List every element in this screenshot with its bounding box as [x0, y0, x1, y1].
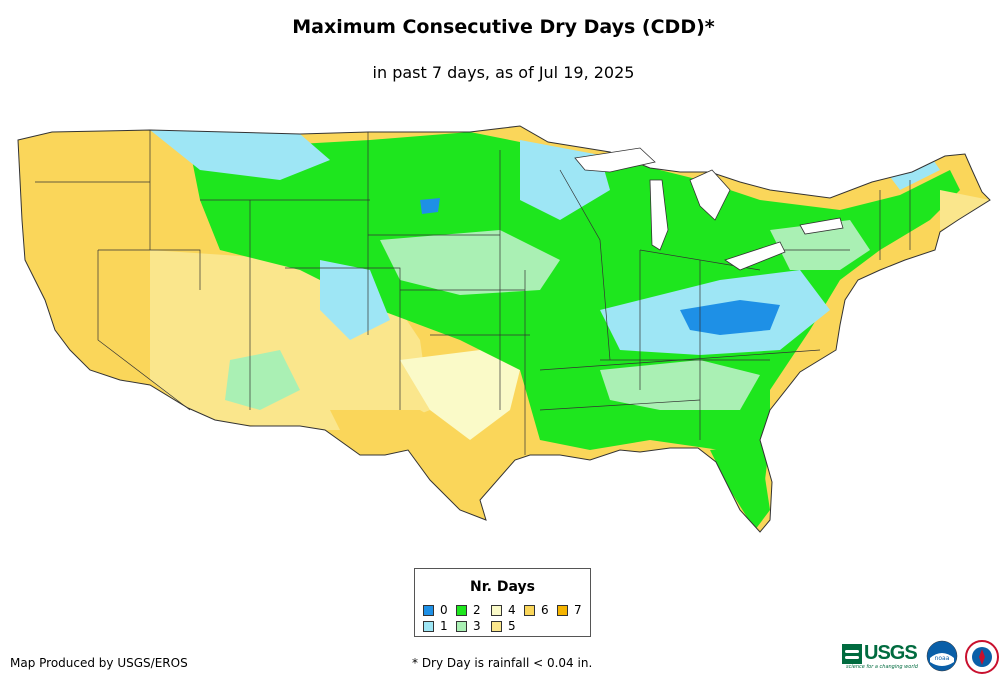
legend-item-7: 7 [557, 603, 582, 617]
conus-cdd-map [17, 125, 991, 533]
legend-title: Nr. Days [470, 579, 535, 595]
legend-swatch-6 [524, 604, 535, 616]
legend-item-5: 5 [491, 619, 516, 633]
map-subtitle: in past 7 days, as of Jul 19, 2025 [372, 63, 635, 82]
usgs-tagline: science for a changing world [846, 664, 918, 670]
map-title: Maximum Consecutive Dry Days (CDD)* [292, 16, 715, 38]
legend-swatch-3 [456, 620, 467, 632]
legend-item-4: 4 [491, 603, 516, 617]
usgs-logo: USGS [842, 642, 918, 665]
legend-swatch-2 [456, 604, 467, 616]
legend-swatch-5 [491, 620, 502, 632]
legend-item-1: 1 [423, 619, 448, 633]
dry-day-footnote: * Dry Day is rainfall < 0.04 in. [412, 656, 593, 670]
map-credit: Map Produced by USGS/EROS [10, 656, 188, 670]
legend-item-6: 6 [524, 603, 549, 617]
nws-seal-icon [965, 640, 999, 674]
legend-swatch-0 [423, 604, 434, 616]
noaa-logo-icon: noaa [926, 640, 958, 672]
legend-item-0: 0 [423, 603, 448, 617]
legend-item-3: 3 [456, 619, 481, 633]
legend-swatch-1 [423, 620, 434, 632]
svg-text:noaa: noaa [935, 655, 950, 662]
usgs-mark-icon [842, 643, 862, 664]
legend-swatch-4 [491, 604, 502, 616]
legend: Nr. Days 0 1 2 3 4 5 6 7 [414, 568, 591, 637]
legend-item-2: 2 [456, 603, 481, 617]
legend-swatch-7 [557, 604, 568, 616]
